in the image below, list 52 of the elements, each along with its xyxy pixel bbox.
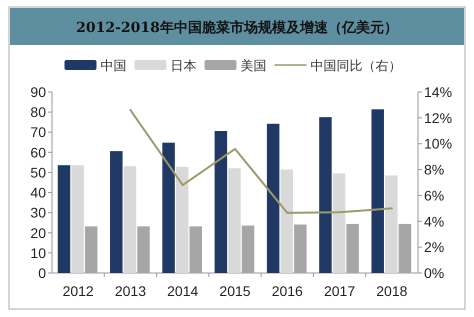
bar [228, 168, 241, 273]
legend-label: 中国同比（右） [310, 59, 402, 74]
y2-tick-label: 4% [424, 213, 444, 230]
y-tick-label: 50 [30, 164, 46, 180]
bar [371, 109, 384, 273]
legend-label: 日本 [170, 59, 196, 74]
y2-tick-label: 14% [424, 84, 452, 100]
y2-tick-label: 10% [424, 136, 452, 152]
y-tick-label: 80 [30, 104, 46, 120]
bar [266, 124, 280, 273]
bar [176, 166, 188, 273]
y2-tick-label: 0% [424, 265, 444, 281]
y-tick-label: 90 [30, 84, 46, 100]
y-tick-label: 0 [38, 265, 46, 281]
y2-tick-label: 12% [424, 110, 452, 126]
bar [398, 224, 412, 273]
x-tick-label: 2014 [167, 283, 198, 299]
bar [110, 151, 123, 273]
bar [190, 226, 202, 273]
bar [319, 117, 332, 273]
x-tick-label: 2012 [62, 283, 94, 299]
x-tick-label: 2017 [324, 283, 356, 299]
x-tick-label: 2013 [114, 283, 146, 299]
y-tick-label: 40 [30, 184, 46, 201]
legend-label: 美国 [240, 58, 266, 74]
y2-tick-label: 6% [424, 187, 444, 204]
bar [137, 226, 150, 273]
bar [242, 226, 254, 273]
bar [214, 131, 228, 273]
chart-title: 2012-2018年中国脆菜市场规模及增速（亿美元） [76, 19, 398, 36]
bar [294, 224, 307, 273]
y-tick-label: 20 [30, 224, 46, 241]
bar [346, 224, 359, 273]
bar [332, 173, 346, 273]
bar [71, 165, 84, 273]
x-tick-label: 2018 [376, 283, 408, 299]
y2-tick-label: 2% [424, 239, 444, 256]
bar [385, 175, 398, 273]
bar [58, 165, 70, 273]
line-series [129, 109, 393, 214]
x-tick-label: 2016 [272, 283, 304, 299]
bar [280, 169, 293, 273]
legend-label: 中国 [100, 59, 126, 74]
y-tick-label: 10 [30, 244, 46, 261]
y-tick-label: 60 [30, 144, 46, 160]
bar [84, 226, 98, 273]
bar [124, 166, 136, 273]
y2-tick-label: 8% [424, 162, 444, 178]
x-tick-label: 2015 [219, 283, 251, 299]
y-tick-label: 70 [30, 124, 46, 140]
bar [162, 142, 175, 273]
y-tick-label: 30 [30, 204, 46, 221]
